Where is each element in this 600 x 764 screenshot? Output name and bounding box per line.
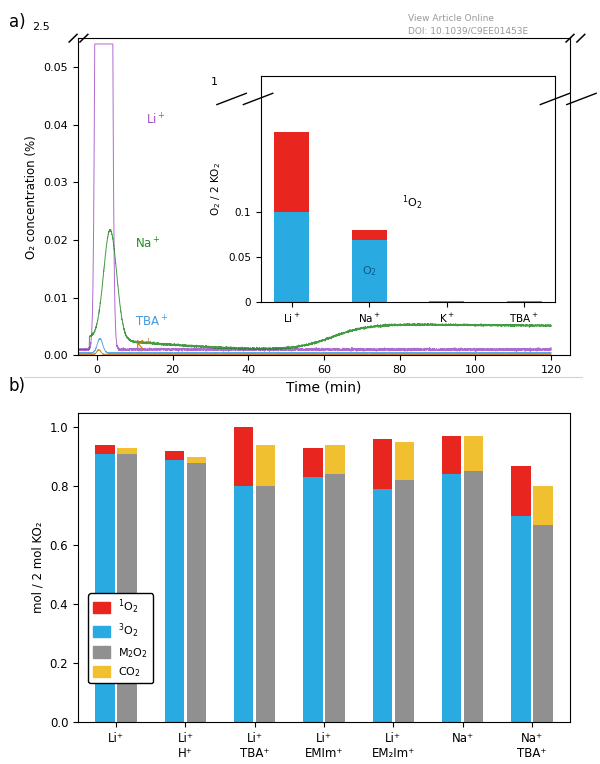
Text: TBA$^+$: TBA$^+$ bbox=[135, 314, 168, 329]
Bar bbox=[442, 436, 461, 474]
Y-axis label: mol / 2 mol KO₂: mol / 2 mol KO₂ bbox=[31, 522, 44, 613]
Bar bbox=[325, 474, 345, 722]
Bar bbox=[352, 241, 386, 302]
Bar bbox=[303, 478, 323, 722]
Bar bbox=[511, 516, 530, 722]
Bar bbox=[352, 230, 386, 241]
Bar bbox=[511, 465, 530, 516]
Bar bbox=[256, 486, 275, 722]
Bar bbox=[95, 454, 115, 722]
Bar bbox=[464, 436, 484, 471]
Text: a): a) bbox=[9, 13, 26, 31]
Y-axis label: O₂ concentration (%): O₂ concentration (%) bbox=[25, 135, 38, 258]
X-axis label: Time (min): Time (min) bbox=[286, 380, 362, 394]
Legend: $^1$O$_2$, $^3$O$_2$, M$_2$O$_2$, CO$_2$: $^1$O$_2$, $^3$O$_2$, M$_2$O$_2$, CO$_2$ bbox=[88, 594, 153, 684]
Text: Li$^+$: Li$^+$ bbox=[146, 112, 166, 128]
Text: Na$^+$: Na$^+$ bbox=[135, 236, 160, 251]
Bar bbox=[533, 486, 553, 525]
Text: DOI: 10.1039/C9EE01453E: DOI: 10.1039/C9EE01453E bbox=[407, 27, 528, 35]
Bar bbox=[256, 445, 275, 486]
Text: 2.5: 2.5 bbox=[32, 22, 50, 32]
Bar bbox=[95, 445, 115, 454]
Bar bbox=[395, 481, 414, 722]
Bar bbox=[303, 448, 323, 478]
Bar bbox=[533, 525, 553, 722]
Bar bbox=[118, 454, 137, 722]
Bar bbox=[164, 451, 184, 460]
Bar bbox=[164, 460, 184, 722]
Bar bbox=[442, 474, 461, 722]
Bar bbox=[187, 463, 206, 722]
Bar bbox=[274, 132, 309, 212]
Bar bbox=[464, 471, 484, 722]
Bar bbox=[395, 442, 414, 481]
Text: 1: 1 bbox=[211, 77, 217, 87]
Bar bbox=[234, 427, 253, 486]
Text: View Article Online: View Article Online bbox=[407, 14, 494, 23]
Bar bbox=[187, 457, 206, 463]
Bar bbox=[325, 445, 345, 474]
Text: K$^+$: K$^+$ bbox=[135, 338, 152, 354]
Bar bbox=[373, 439, 392, 489]
Bar bbox=[118, 448, 137, 454]
Text: $^1$O$_2$: $^1$O$_2$ bbox=[401, 194, 422, 212]
Bar bbox=[234, 486, 253, 722]
Text: O$_2$: O$_2$ bbox=[362, 264, 377, 278]
Bar bbox=[274, 212, 309, 302]
Y-axis label: O$_2$ / 2 KO$_2$: O$_2$ / 2 KO$_2$ bbox=[209, 162, 223, 216]
Bar bbox=[430, 301, 464, 302]
Text: b): b) bbox=[9, 377, 26, 395]
Bar bbox=[373, 489, 392, 722]
Bar bbox=[507, 301, 542, 302]
